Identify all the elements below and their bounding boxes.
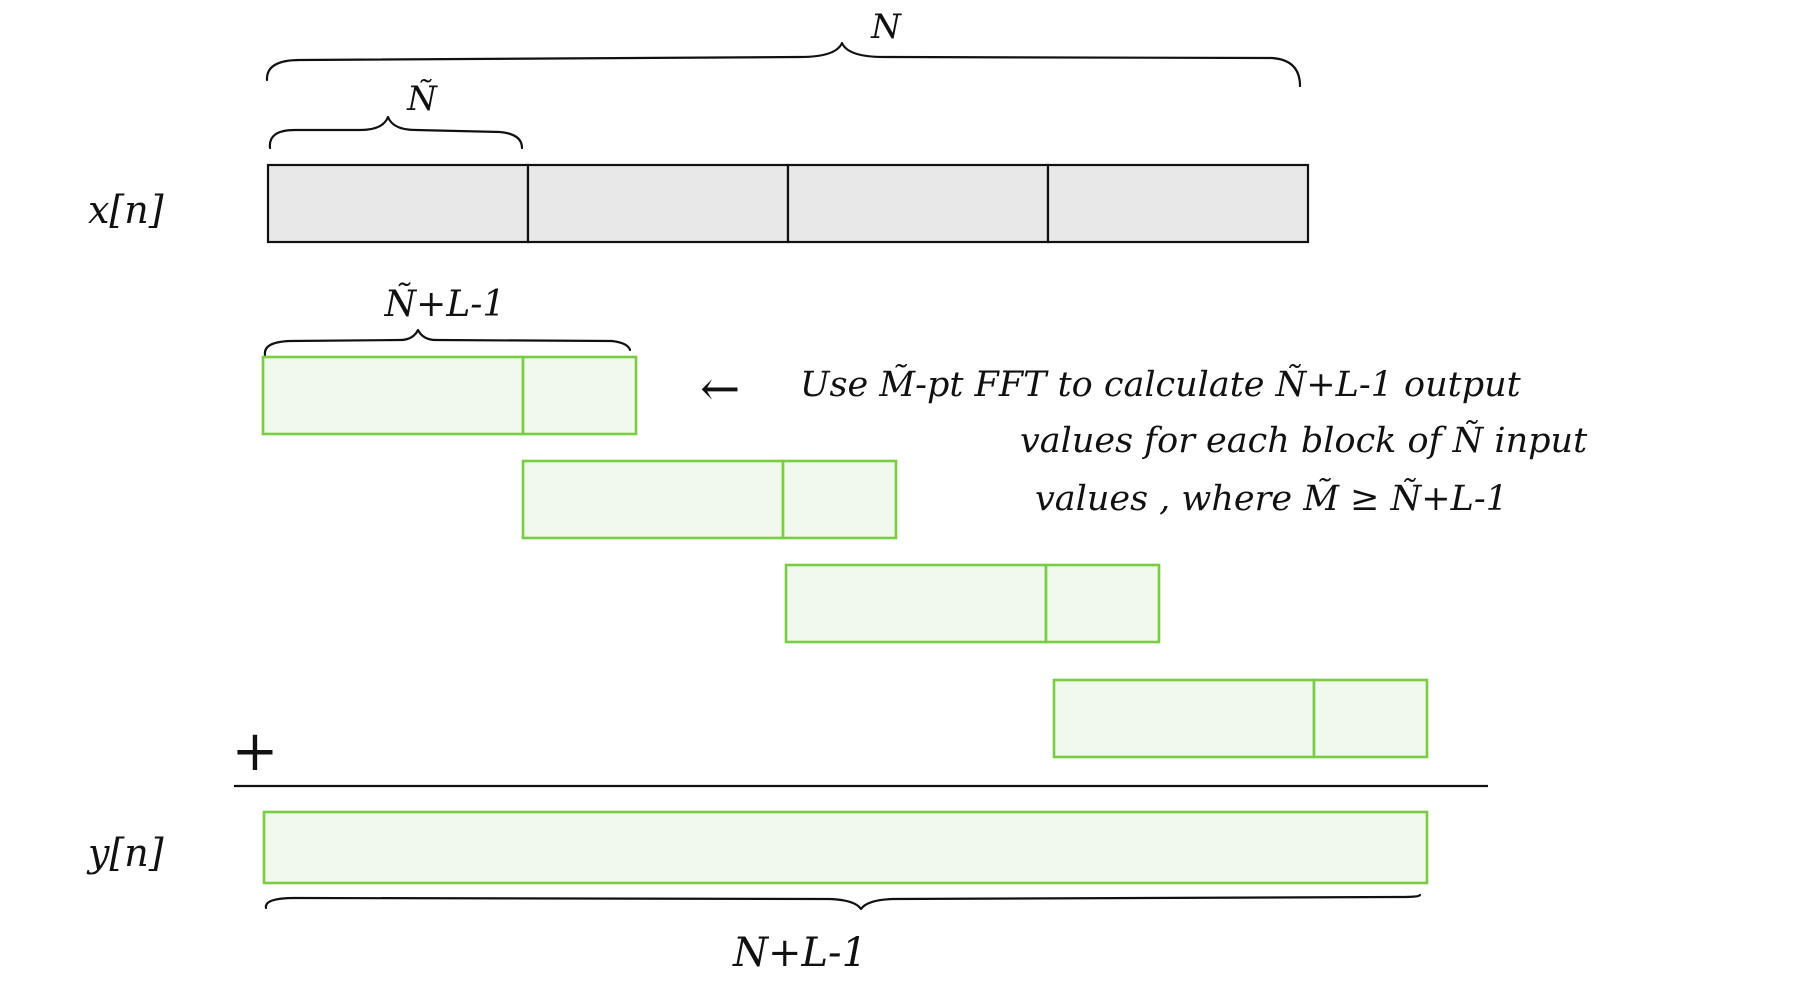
total-length-label: N [870, 7, 902, 47]
output-block-length-brace [263, 328, 632, 357]
output-block-2-tail [781, 459, 898, 540]
output-block-row-2 [521, 459, 898, 540]
block-length-label: Ñ [406, 78, 438, 119]
input-signal-label: x[n] [88, 188, 164, 232]
input-block-3 [786, 163, 1050, 244]
output-block-length-label: Ñ+L-1 [384, 283, 506, 325]
total-length-brace [265, 41, 1302, 88]
input-block-4 [1046, 163, 1310, 244]
input-block-2 [526, 163, 790, 244]
output-block-3-tail [1044, 563, 1161, 644]
output-block-4-tail [1312, 678, 1429, 759]
output-block-row-3 [784, 563, 1161, 644]
annotation-line-2: values for each block of Ñ input [1020, 419, 1588, 461]
annotation-line-3: values , where M̃ ≥ Ñ+L-1 [1035, 477, 1508, 519]
output-total-length-brace [264, 893, 1422, 911]
fft-annotation: ← Use M̃-pt FFT to calculate Ñ+L-1 outpu… [700, 361, 1588, 519]
output-signal-bar [262, 810, 1429, 885]
output-signal-label: y[n] [86, 831, 164, 875]
output-block-1-tail [521, 355, 638, 436]
input-block-1 [266, 163, 530, 244]
annotation-arrow: ← [700, 361, 740, 417]
sum-symbol: + [232, 719, 279, 784]
output-total-length-label: N+L-1 [732, 930, 867, 976]
block-length-brace [268, 115, 524, 150]
output-block-row-1 [261, 355, 638, 436]
output-block-row-4 [1052, 678, 1429, 759]
annotation-line-1: Use M̃-pt FFT to calculate Ñ+L-1 output [800, 363, 1522, 405]
output-block-1-main [261, 355, 525, 436]
output-block-3-main [784, 563, 1048, 644]
output-block-4-main [1052, 678, 1316, 759]
output-block-2-main [521, 459, 785, 540]
input-signal-bar [266, 163, 1310, 244]
